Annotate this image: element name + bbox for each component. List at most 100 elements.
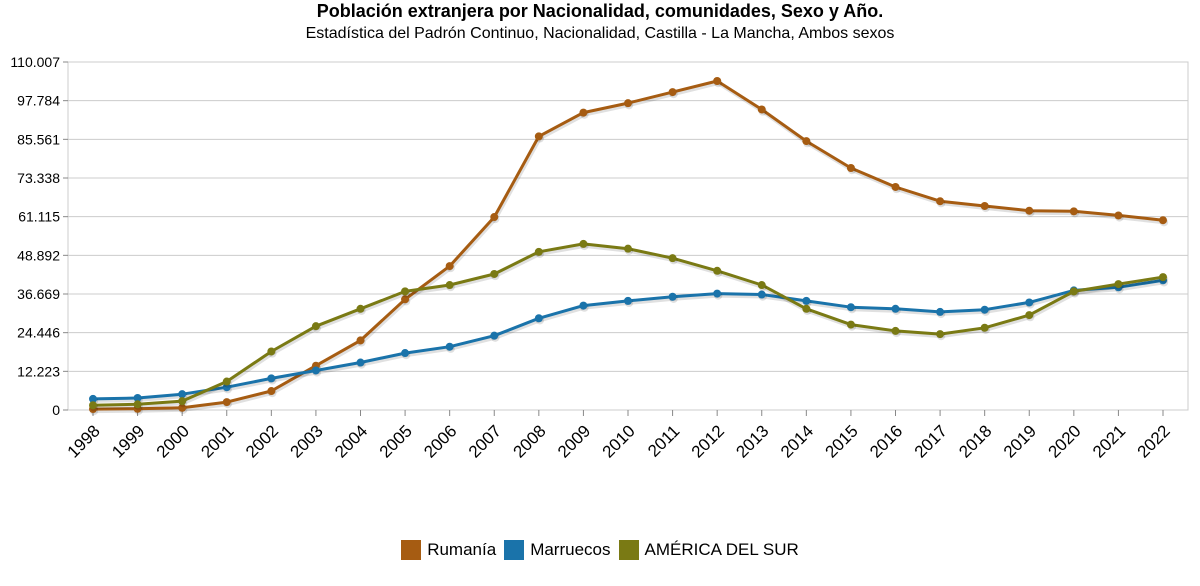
x-tick-label: 2000 <box>153 421 193 461</box>
data-point[interactable] <box>89 394 97 403</box>
data-point[interactable] <box>490 213 499 222</box>
data-point[interactable] <box>490 269 499 278</box>
data-point[interactable] <box>624 296 632 305</box>
legend-item[interactable]: Marruecos <box>504 540 611 560</box>
data-point[interactable] <box>846 163 855 172</box>
data-point[interactable] <box>1159 216 1167 225</box>
data-point[interactable] <box>891 326 900 335</box>
y-tick-label: 85.561 <box>17 131 60 147</box>
data-point[interactable] <box>980 323 989 332</box>
legend-item[interactable]: AMÉRICA DEL SUR <box>618 540 799 560</box>
data-point[interactable] <box>757 290 766 299</box>
x-tick-label: 2012 <box>688 421 728 461</box>
data-point[interactable] <box>980 305 989 314</box>
data-point[interactable] <box>802 296 811 305</box>
data-point[interactable] <box>311 322 320 331</box>
y-tick-label: 48.892 <box>17 247 60 263</box>
data-point[interactable] <box>624 244 632 253</box>
data-point[interactable] <box>445 262 454 271</box>
data-point[interactable] <box>1025 298 1034 307</box>
data-point[interactable] <box>178 403 187 412</box>
data-point[interactable] <box>356 304 365 313</box>
data-point[interactable] <box>222 398 231 407</box>
data-point[interactable] <box>757 281 766 290</box>
chart-title: Población extranjera por Nacionalidad, c… <box>316 1 884 21</box>
data-point[interactable] <box>1159 273 1167 282</box>
data-point[interactable] <box>222 383 231 392</box>
data-point[interactable] <box>89 401 97 410</box>
data-point[interactable] <box>891 304 900 313</box>
x-tick-label: 2022 <box>1134 421 1174 461</box>
data-point[interactable] <box>579 239 588 248</box>
data-point[interactable] <box>668 254 677 263</box>
x-tick-label: 2018 <box>955 421 995 461</box>
data-point[interactable] <box>534 314 543 323</box>
data-point[interactable] <box>980 201 989 210</box>
x-tick-label: 2010 <box>599 421 639 461</box>
data-point[interactable] <box>936 197 945 206</box>
legend-label: AMÉRICA DEL SUR <box>644 540 799 559</box>
data-point[interactable] <box>713 77 722 86</box>
data-point[interactable] <box>802 137 811 146</box>
x-tick-label: 1999 <box>108 421 148 461</box>
data-point[interactable] <box>757 105 766 114</box>
data-point[interactable] <box>1069 207 1078 216</box>
y-tick-label: 0 <box>52 402 60 418</box>
data-point[interactable] <box>490 331 499 340</box>
data-point[interactable] <box>713 289 722 298</box>
data-point[interactable] <box>846 320 855 329</box>
legend-item[interactable]: Rumanía <box>401 540 496 560</box>
data-point[interactable] <box>401 349 410 358</box>
data-point[interactable] <box>178 390 187 399</box>
x-axis: 1998 1999 2000 2001 2002 2003 2004 2005 2006 2007… <box>64 410 1174 462</box>
data-point[interactable] <box>668 88 677 97</box>
x-tick-label: 2017 <box>911 421 951 461</box>
data-point[interactable] <box>713 266 722 275</box>
data-point[interactable] <box>445 342 454 351</box>
data-point[interactable] <box>1025 206 1034 215</box>
x-tick-label: 2001 <box>197 421 237 461</box>
x-tick-label: 2008 <box>509 421 549 461</box>
x-tick-label: 2005 <box>376 421 416 461</box>
data-point[interactable] <box>445 281 454 290</box>
x-tick-label: 2006 <box>420 421 460 461</box>
data-point[interactable] <box>846 303 855 312</box>
y-tick-label: 36.669 <box>17 286 60 302</box>
data-point[interactable] <box>1114 280 1123 289</box>
x-tick-label: 2020 <box>1044 421 1084 461</box>
x-tick-label: 2021 <box>1089 421 1129 461</box>
data-point[interactable] <box>1114 211 1123 220</box>
x-tick-label: 2007 <box>465 421 505 461</box>
data-point[interactable] <box>133 393 142 402</box>
data-point[interactable] <box>1069 287 1078 296</box>
data-point[interactable] <box>356 358 365 367</box>
data-point[interactable] <box>222 377 231 386</box>
data-point[interactable] <box>267 347 276 356</box>
data-point[interactable] <box>802 304 811 313</box>
data-point[interactable] <box>1025 311 1034 320</box>
data-point[interactable] <box>401 287 410 296</box>
plot-area <box>67 61 1189 411</box>
data-point[interactable] <box>534 132 543 141</box>
y-tick-label: 61.115 <box>18 209 60 225</box>
data-point[interactable] <box>133 400 142 409</box>
data-point[interactable] <box>356 336 365 345</box>
y-tick-label: 110.007 <box>10 54 60 70</box>
data-point[interactable] <box>267 374 276 383</box>
data-point[interactable] <box>891 182 900 191</box>
chart-svg: 0 12.223 24.446 36.669 48.892 61.115 73.338 85.… <box>10 54 1189 462</box>
data-point[interactable] <box>936 307 945 316</box>
data-point[interactable] <box>668 292 677 301</box>
data-point[interactable] <box>311 366 320 375</box>
data-point[interactable] <box>178 397 187 406</box>
data-point[interactable] <box>401 295 410 304</box>
data-point[interactable] <box>936 330 945 339</box>
data-point[interactable] <box>624 99 632 108</box>
data-point[interactable] <box>534 247 543 256</box>
series-2 <box>89 239 1169 412</box>
data-point[interactable] <box>579 108 588 117</box>
x-tick-label: 2009 <box>554 421 594 461</box>
data-point[interactable] <box>579 301 588 310</box>
data-point[interactable] <box>267 387 276 396</box>
